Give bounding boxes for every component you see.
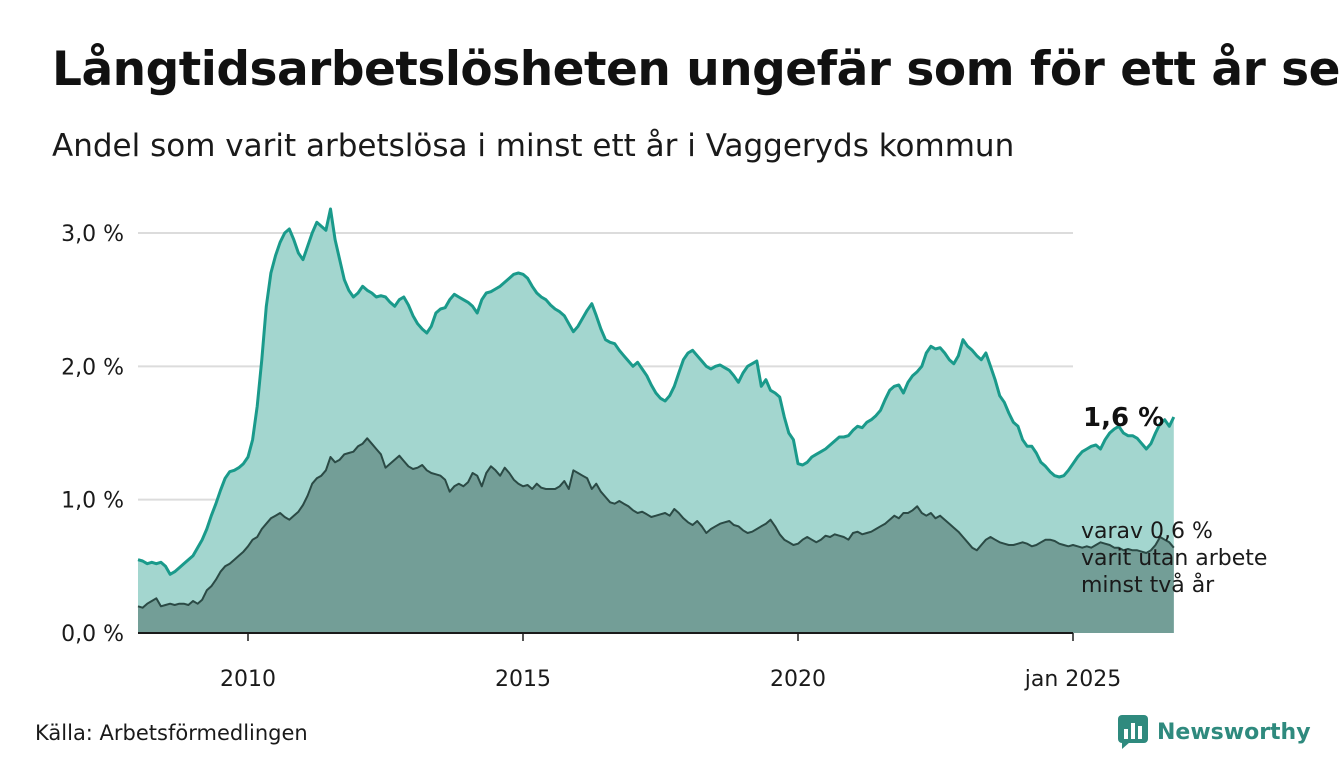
newsworthy-logo-icon bbox=[1118, 715, 1148, 749]
chart-area: 0,0 % 1,0 % 2,0 % 3,0 % 2010 2015 2020 jan 2025… bbox=[61, 207, 1267, 692]
end-label-two-year: varav 0,6 % bbox=[1081, 519, 1213, 544]
chart-title: Långtidsarbetslösheten ungefär som för e… bbox=[52, 42, 1340, 97]
x-tick-label: 2010 bbox=[220, 667, 276, 692]
chart-subtitle: Andel som varit arbetslösa i minst ett å… bbox=[52, 128, 1015, 164]
y-tick-label: 1,0 % bbox=[61, 489, 124, 514]
series-line-two_year bbox=[137, 437, 1175, 609]
end-label-two-year: minst två år bbox=[1081, 572, 1215, 598]
source-note: Källa: Arbetsförmedlingen bbox=[35, 721, 308, 745]
brand: Newsworthy bbox=[1118, 712, 1311, 752]
end-label-two-year: varit utan arbete bbox=[1081, 546, 1267, 571]
y-tick-label: 3,0 % bbox=[61, 222, 124, 247]
y-tick-label: 0,0 % bbox=[61, 622, 124, 647]
end-label-total: 1,6 % bbox=[1083, 403, 1164, 433]
x-tick-label: 2020 bbox=[770, 667, 826, 692]
axes: 0,0 % 1,0 % 2,0 % 3,0 % 2010 2015 2020 jan 2025 bbox=[61, 222, 1121, 692]
series-area-two_year bbox=[138, 438, 1174, 633]
x-tick-label: jan 2025 bbox=[1024, 667, 1122, 692]
x-tick-label: 2015 bbox=[495, 667, 551, 692]
series-line-total bbox=[137, 207, 1176, 576]
area-series bbox=[137, 207, 1176, 633]
y-tick-label: 2,0 % bbox=[61, 355, 124, 380]
brand-name: Newsworthy bbox=[1157, 719, 1311, 745]
